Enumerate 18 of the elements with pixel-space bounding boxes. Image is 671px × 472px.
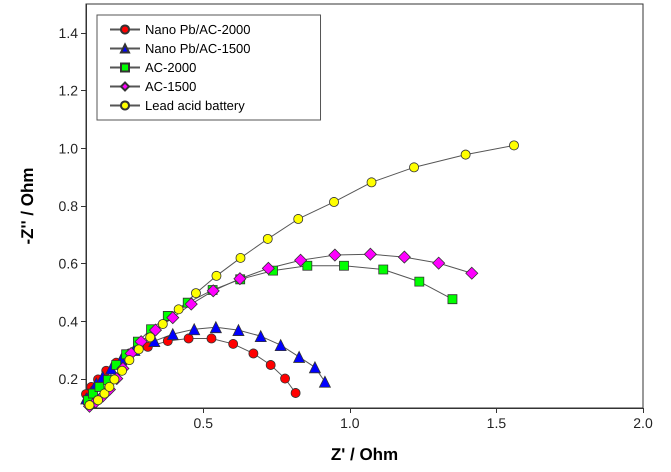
y-axis-title: -Z'' / Ohm — [18, 167, 37, 245]
y-tick-label: 1.4 — [58, 24, 78, 41]
y-tick-label: 0.6 — [58, 256, 78, 272]
x-tick-label: 1.0 — [340, 415, 360, 431]
y-tick-label: 0.2 — [58, 371, 78, 388]
legend-label: AC-2000 — [145, 60, 196, 75]
legend-label: Nano Pb/AC-1500 — [145, 41, 251, 56]
x-axis-title: Z' / Ohm — [330, 445, 398, 464]
legend-label: AC-1500 — [145, 79, 196, 94]
legend-label: Lead acid battery — [145, 98, 246, 113]
y-tick-label: 1.2 — [58, 82, 78, 99]
x-tick-label: 1.5 — [486, 415, 506, 431]
y-tick-label: 1.0 — [58, 140, 78, 156]
legend-label: Nano Pb/AC-2000 — [145, 22, 251, 37]
y-tick-label: 0.4 — [58, 313, 78, 330]
x-tick-label: 2.0 — [633, 415, 653, 431]
y-tick-label: 0.8 — [58, 198, 78, 214]
x-tick-label: 0.5 — [194, 415, 214, 431]
